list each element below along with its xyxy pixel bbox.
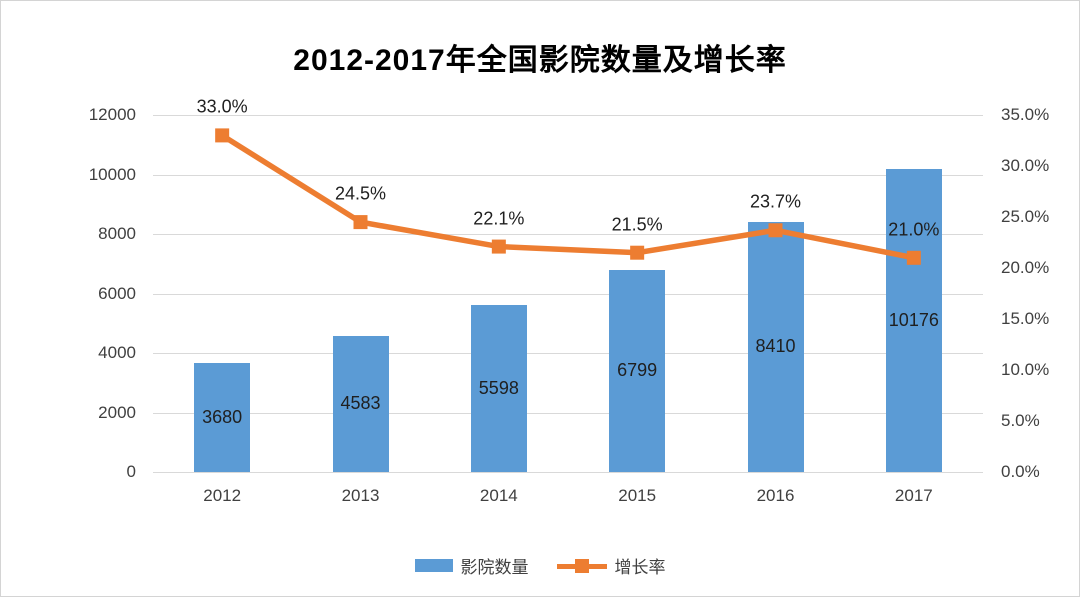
line-marker-2013 — [353, 215, 368, 230]
bar-2017: 10176 — [885, 169, 942, 472]
legend-label-line-series: 增长率 — [614, 558, 666, 577]
bar-2015: 6799 — [609, 269, 666, 472]
line-marker-2012 — [215, 128, 230, 143]
growth-rate-line — [215, 128, 921, 265]
left-axis-tick: 6000 — [98, 283, 136, 303]
left-axis-tick: 2000 — [98, 402, 136, 422]
gridline — [153, 353, 983, 354]
legend-label-bar-series: 影院数量 — [460, 558, 529, 577]
line-series-swatch-icon — [556, 558, 607, 573]
right-axis-tick: 35.0% — [1001, 105, 1050, 124]
bar-value-label: 5598 — [478, 378, 519, 399]
gridline — [153, 234, 983, 235]
left-axis-tick: 4000 — [98, 343, 136, 362]
line-marker-2016 — [768, 223, 783, 238]
right-axis-tick: 10.0% — [1001, 360, 1050, 379]
line-value-label: 33.0% — [196, 96, 248, 117]
bar-2012: 3680 — [194, 362, 251, 472]
line-marker-2014 — [491, 239, 506, 254]
right-axis-tick: 0.0% — [1001, 462, 1040, 481]
x-axis-label-2014: 2014 — [479, 486, 518, 505]
bar-value-label: 4583 — [340, 393, 381, 414]
left-axis-tick: 10000 — [88, 164, 136, 184]
left-axis-tick: 12000 — [88, 105, 136, 124]
x-axis-label-2012: 2012 — [203, 486, 242, 505]
right-axis-tick: 25.0% — [1001, 207, 1050, 226]
bar-value-label: 8410 — [755, 336, 796, 357]
left-axis-tick: 8000 — [98, 224, 136, 243]
gridline — [153, 174, 983, 176]
gridline — [153, 293, 983, 295]
plot-area: 3680 4583 5598 6799 8410 10176 33.0% 24.5% 22.1%… — [153, 97, 983, 473]
bar-value-label: 3680 — [202, 406, 243, 427]
x-axis-label-2016: 2016 — [756, 486, 795, 505]
left-axis-tick: 0 — [126, 462, 136, 481]
line-value-label: 21.5% — [611, 214, 663, 235]
right-axis-tick: 20.0% — [1001, 258, 1050, 277]
line-value-label: 22.1% — [473, 208, 525, 229]
legend-item-line-series: 增长率 — [556, 553, 666, 578]
legend-item-bar-series: 影院数量 — [414, 553, 529, 578]
x-axis-label-2015: 2015 — [618, 486, 657, 505]
right-axis-tick: 15.0% — [1001, 309, 1050, 328]
bar-value-label: 10176 — [888, 310, 939, 331]
chart-title: 2012-2017年全国影院数量及增长率 — [293, 44, 787, 77]
gridline — [153, 412, 983, 414]
bar-2014: 5598 — [470, 305, 527, 472]
gridline — [153, 115, 983, 116]
right-axis-tick: 5.0% — [1001, 411, 1040, 430]
line-marker-2017 — [906, 250, 921, 265]
line-value-label: 24.5% — [334, 183, 387, 204]
gridline — [153, 472, 983, 473]
x-axis-label-2013: 2013 — [341, 486, 380, 505]
right-axis-tick: 30.0% — [1001, 156, 1050, 175]
bar-series-swatch-icon — [414, 559, 453, 572]
line-value-label: 21.0% — [888, 219, 940, 240]
bar-value-label: 6799 — [617, 360, 658, 381]
line-marker-2015 — [630, 245, 645, 260]
line-value-label: 23.7% — [749, 191, 802, 212]
x-axis-label-2017: 2017 — [894, 486, 933, 505]
bar-2016: 8410 — [747, 221, 804, 472]
bar-2013: 4583 — [332, 335, 389, 472]
legend: 影院数量 增长率 — [1, 553, 1079, 578]
